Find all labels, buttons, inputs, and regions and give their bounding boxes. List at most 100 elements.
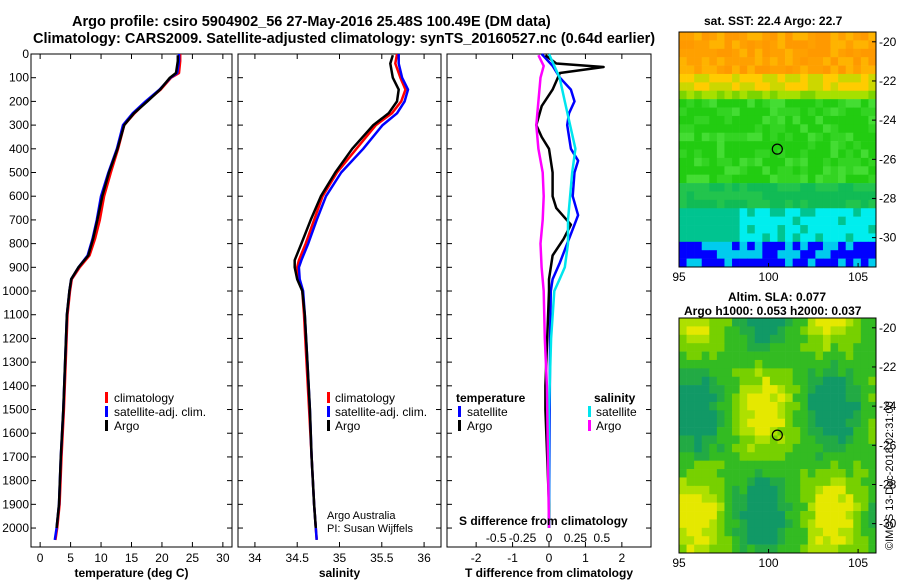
- map-cell: [838, 124, 846, 134]
- map-cell: [709, 376, 718, 386]
- map-cell: [701, 73, 710, 83]
- map-cell: [815, 351, 824, 361]
- map-cell: [679, 359, 687, 369]
- map-cell: [868, 443, 877, 453]
- map-cell: [716, 183, 725, 192]
- map-cell: [860, 519, 869, 529]
- map-cell: [845, 427, 854, 436]
- map-cell: [860, 511, 869, 520]
- map-cell: [822, 418, 831, 428]
- map-cell: [807, 149, 816, 159]
- map-cell: [777, 199, 786, 209]
- map-cell: [838, 183, 846, 192]
- map-cell: [800, 511, 809, 520]
- map-cell: [694, 166, 703, 175]
- map-cell: [769, 376, 778, 386]
- map-cell: [785, 157, 793, 167]
- map-cell: [694, 57, 703, 66]
- map-cell: [732, 183, 740, 192]
- map-cell: [868, 460, 877, 470]
- map-cell: [800, 435, 809, 445]
- map-cell: [860, 318, 869, 327]
- map-cell: [845, 410, 854, 420]
- map-cell: [762, 359, 771, 369]
- map-cell: [679, 435, 687, 445]
- map-cell: [739, 460, 748, 470]
- map-cell: [785, 334, 793, 344]
- map-cell: [739, 393, 748, 403]
- map-cell: [807, 418, 816, 428]
- map-cell: [769, 250, 778, 259]
- map-cell: [769, 343, 778, 352]
- map-cell: [807, 376, 816, 386]
- map-cell: [815, 32, 824, 41]
- map-cell: [709, 124, 718, 134]
- map-cell: [739, 485, 748, 495]
- map-cell: [724, 536, 733, 545]
- map-cell: [868, 376, 877, 386]
- y-tick-label: 100: [9, 71, 29, 85]
- map-cell: [709, 494, 718, 503]
- map-cell: [732, 385, 740, 394]
- map-cell: [709, 318, 718, 327]
- map-cell: [732, 258, 740, 268]
- map-cell: [754, 233, 763, 243]
- map-cell: [785, 99, 793, 108]
- map-cell: [686, 225, 695, 234]
- y-tick-label: 1200: [2, 331, 29, 345]
- map-cell: [868, 368, 877, 378]
- map-cell: [860, 351, 869, 361]
- map-cell: [785, 199, 793, 209]
- map-cell: [739, 132, 748, 142]
- map-cell: [785, 527, 793, 537]
- map-cell: [686, 57, 695, 66]
- map-cell: [679, 334, 687, 344]
- map-cell: [694, 157, 703, 167]
- map-cell: [747, 519, 756, 529]
- map-cell: [701, 359, 710, 369]
- map-cell: [853, 519, 862, 529]
- map-cell: [860, 107, 869, 117]
- map-cell: [694, 90, 703, 100]
- map-cell: [694, 460, 703, 470]
- map-cell: [732, 494, 740, 503]
- map-cell: [694, 132, 703, 142]
- map-cell: [777, 241, 786, 251]
- map-cell: [732, 318, 740, 327]
- map-cell: [754, 124, 763, 134]
- map-cell: [716, 435, 725, 445]
- map-cell: [785, 443, 793, 453]
- map-cell: [701, 258, 710, 268]
- map-cell: [838, 132, 846, 142]
- map-cell: [777, 359, 786, 369]
- map-cell: [853, 141, 862, 150]
- map-cell: [860, 401, 869, 411]
- map-cell: [686, 73, 695, 83]
- map-cell: [822, 544, 831, 554]
- legend-swatch-climatology: [327, 392, 330, 403]
- map-cell: [822, 73, 831, 83]
- map-cell: [694, 191, 703, 201]
- map-cell: [800, 73, 809, 83]
- map-cell: [785, 183, 793, 192]
- map-cell: [822, 494, 831, 503]
- map-cell: [860, 452, 869, 461]
- map-cell: [754, 149, 763, 159]
- map-cell: [853, 99, 862, 108]
- map-cell: [694, 527, 703, 537]
- map-cell: [769, 536, 778, 545]
- map-cell: [701, 427, 710, 436]
- map-cell: [822, 435, 831, 445]
- y-tick-label: 1300: [2, 355, 29, 369]
- map-cell: [747, 258, 756, 268]
- map-cell: [807, 65, 816, 75]
- map-cell: [845, 485, 854, 495]
- map-cell: [800, 57, 809, 66]
- map-cell: [815, 149, 824, 159]
- map-cell: [777, 368, 786, 378]
- map-cell: [694, 73, 703, 83]
- map-cell: [747, 174, 756, 184]
- map-cell: [830, 519, 839, 529]
- map-cell: [822, 519, 831, 529]
- legend-swatch-argo: [105, 420, 108, 431]
